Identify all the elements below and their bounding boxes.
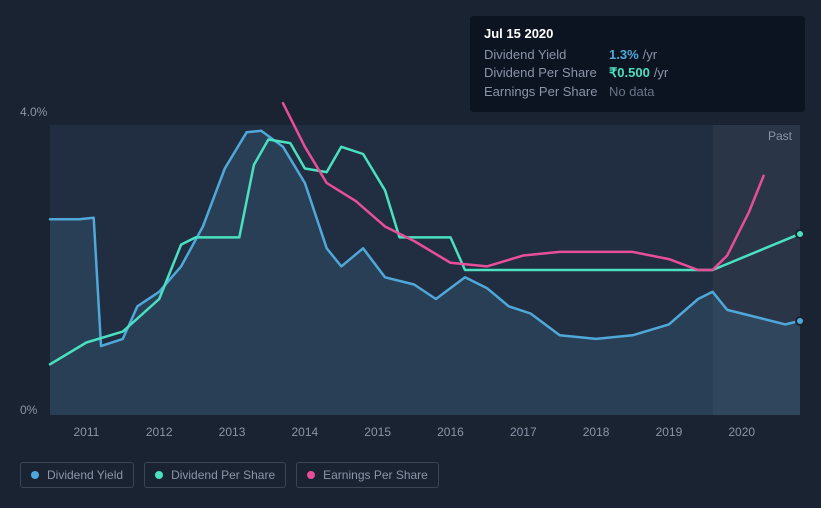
- tooltip-value: No data: [609, 84, 655, 99]
- x-tick-label: 2016: [437, 425, 464, 439]
- tooltip-unit: /yr: [643, 47, 657, 62]
- y-axis-label-max: 4.0%: [20, 105, 47, 119]
- legend-dot-icon: [307, 471, 315, 479]
- x-tick-label: 2013: [219, 425, 246, 439]
- chart-tooltip: Jul 15 2020 Dividend Yield 1.3% /yr Divi…: [470, 16, 805, 112]
- legend-item-dividend-yield[interactable]: Dividend Yield: [20, 462, 134, 488]
- y-axis-label-min: 0%: [20, 403, 37, 417]
- tooltip-row: Dividend Per Share ₹0.500 /yr: [484, 65, 791, 81]
- legend-label: Dividend Yield: [47, 468, 123, 482]
- tooltip-date: Jul 15 2020: [484, 26, 791, 41]
- legend-item-dividend-per-share[interactable]: Dividend Per Share: [144, 462, 286, 488]
- x-tick-label: 2011: [74, 425, 100, 439]
- past-label: Past: [768, 129, 792, 143]
- x-axis: 2011 2012 2013 2014 2015 2016 2017 2018 2019 2020: [50, 425, 800, 445]
- x-tick-label: 2015: [364, 425, 391, 439]
- legend-label: Earnings Per Share: [323, 468, 428, 482]
- tooltip-value: 1.3%: [609, 47, 639, 62]
- x-tick-label: 2020: [728, 425, 755, 439]
- tooltip-unit: /yr: [654, 65, 668, 81]
- x-tick-label: 2012: [146, 425, 173, 439]
- tooltip-row: Earnings Per Share No data: [484, 84, 791, 99]
- tooltip-row: Dividend Yield 1.3% /yr: [484, 47, 791, 62]
- x-tick-label: 2014: [291, 425, 318, 439]
- legend-dot-icon: [31, 471, 39, 479]
- tooltip-label: Dividend Per Share: [484, 65, 609, 81]
- chart-legend: Dividend Yield Dividend Per Share Earnin…: [20, 462, 439, 488]
- x-tick-label: 2017: [510, 425, 537, 439]
- chart-plot[interactable]: Past: [50, 125, 800, 415]
- series-end-dot: [795, 229, 805, 239]
- tooltip-value: ₹0.500: [609, 65, 650, 81]
- tooltip-label: Dividend Yield: [484, 47, 609, 62]
- legend-dot-icon: [155, 471, 163, 479]
- legend-label: Dividend Per Share: [171, 468, 275, 482]
- series-end-dot: [795, 316, 805, 326]
- chart-container: 4.0% 0% Past 201120122013201420152016201…: [20, 105, 800, 445]
- x-tick-label: 2019: [656, 425, 683, 439]
- legend-item-earnings-per-share[interactable]: Earnings Per Share: [296, 462, 439, 488]
- x-tick-label: 2018: [583, 425, 610, 439]
- tooltip-label: Earnings Per Share: [484, 84, 609, 99]
